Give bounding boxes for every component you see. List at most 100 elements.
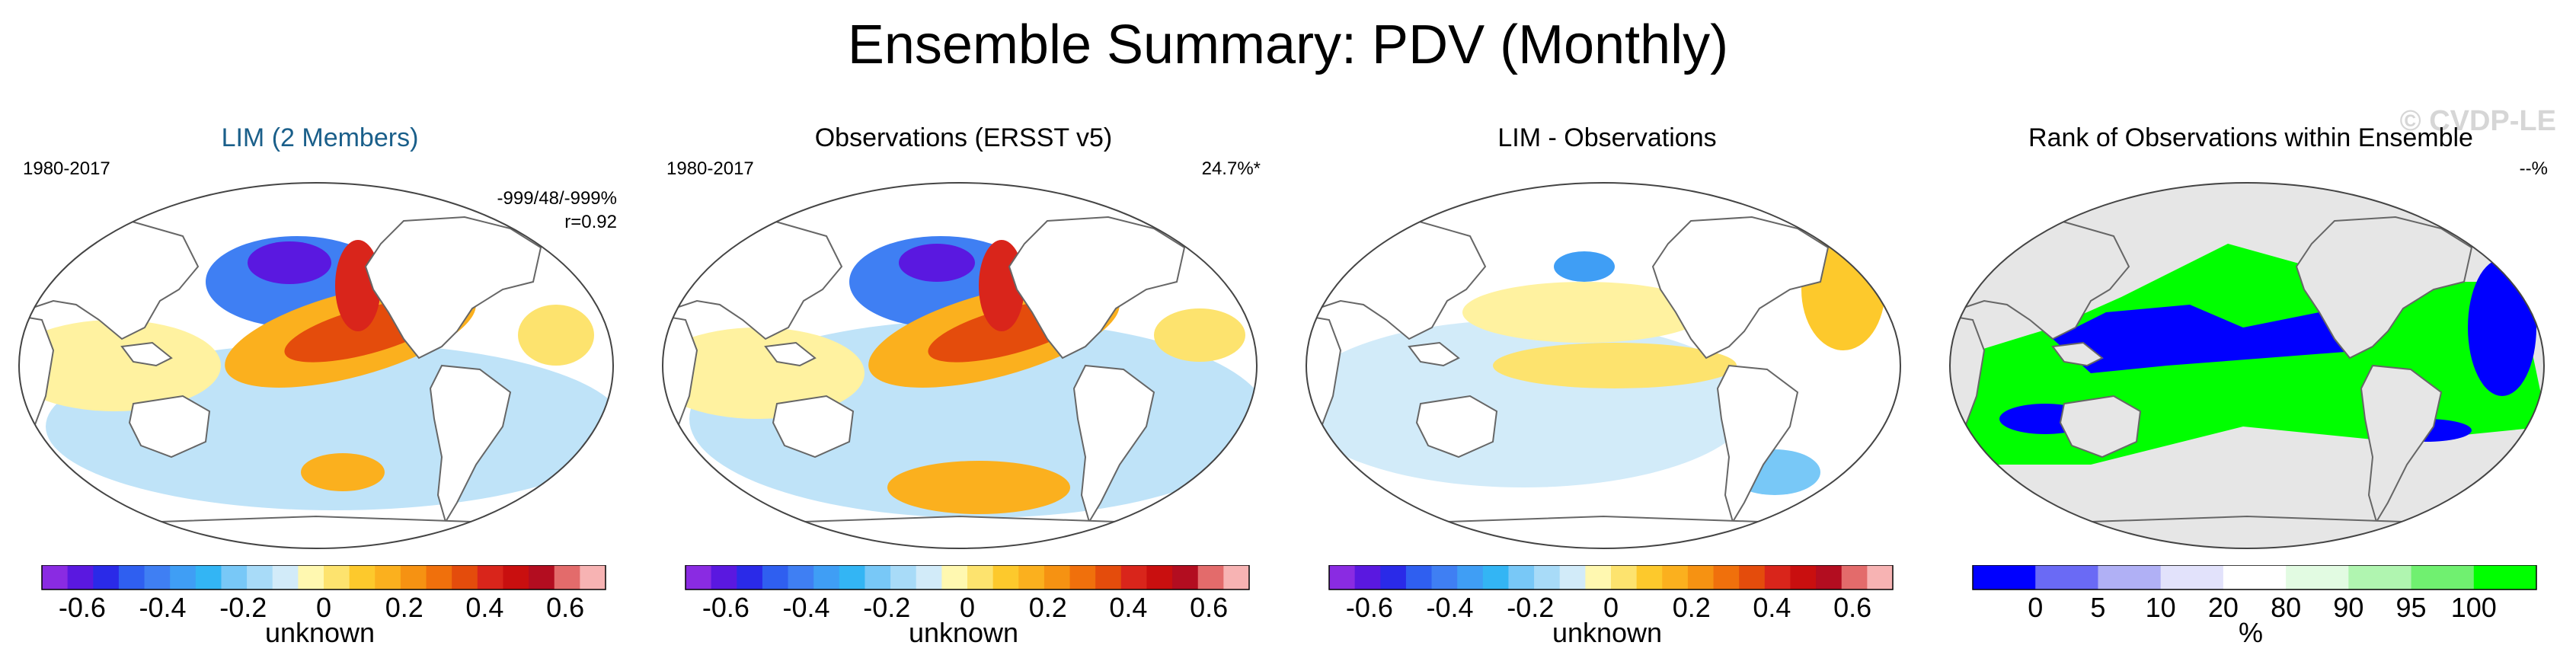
colorbar-cell [1559,565,1586,590]
colorbar-tick-label: -0.4 [139,592,187,618]
colorbar-cell [1764,565,1791,590]
period-label: 1980-2017 [666,158,754,179]
colorbar-cell [580,565,606,590]
anom-north-pacific-core [899,244,975,282]
colorbar-cell [1790,565,1817,590]
colorbar-tick-label: -0.6 [702,592,749,618]
colorbar-cell [992,565,1019,590]
colorbar-cell [1018,565,1045,590]
colorbar-cell [2035,565,2098,590]
rank-low-region [2053,282,2395,373]
colorbar-cell [1431,565,1458,590]
colorbar-cell [737,565,763,590]
colorbar-tick-label: -0.6 [59,592,106,618]
colorbar-frame [41,565,606,590]
colorbar-frame [1328,565,1894,590]
colorbar-cell [247,565,273,590]
colorbar-cell [1405,565,1433,590]
colorbar-cell [1354,565,1381,590]
colorbar-cell [2098,565,2162,590]
colorbar-cell [1197,565,1224,590]
colorbar-cell [1329,565,1356,590]
colorbar-ticks: -0.6 -0.4 -0.2 0 0.2 0.4 0.6 [1346,592,1871,618]
colorbar-title: % [2238,617,2263,648]
colorbar-ticks: -0.6 -0.4 -0.2 0 0.2 0.4 0.6 [59,592,584,618]
panel-title: Observations (ERSST v5) [814,123,1113,152]
colorbar-cell [452,565,478,590]
colorbar-tick-label: 0 [316,592,331,618]
colorbar-cells [1328,565,1894,590]
panel-lim: LIM (2 Members) 1980-2017 -999/48/-999% … [8,122,632,670]
colorbar-cell [400,565,427,590]
colorbar-title: unknown [1552,617,1663,648]
panel-difference: LIM - Observations -0.6 -0.4 -0.2 0 0.2 0.4 0.… [1295,122,1919,670]
colorbar-lim: -0.6 -0.4 -0.2 0 0.2 0.4 0.6 [41,565,606,618]
colorbar-cell [686,565,712,590]
colorbar-title: unknown [908,617,1019,648]
colorbar-cell [1069,565,1096,590]
colorbar-cell [144,565,171,590]
colorbar-cell [477,565,503,590]
colorbar-cell [1816,565,1843,590]
colorbar-cell [1482,565,1509,590]
colorbar-cell [93,565,120,590]
colorbar-tick-label: 0.6 [546,592,584,618]
colorbar-cell [967,565,994,590]
colorbar-cell [221,565,248,590]
stats-label: -999/48/-999% r=0.92 [497,187,617,234]
colorbar-tick-label: 95 [2396,592,2427,618]
colorbar-cell [1636,565,1663,590]
variance-label: 24.7%* [1201,158,1261,179]
colorbar-cell [324,565,350,590]
anom-south-pacific-warm [301,453,385,491]
colorbar-cell [916,565,942,590]
colorbar-cell [503,565,529,590]
colorbar-cell [426,565,452,590]
map-observations [662,182,1258,549]
anom-indian-ocean [663,328,865,419]
colorbar-cell [890,565,917,590]
colorbar-cell [529,565,555,590]
colorbar-cell [1585,565,1612,590]
map-border [1306,182,1901,549]
colorbar-tick-label: 80 [2271,592,2301,618]
colorbar-cell [2160,565,2224,590]
colorbar-cell [1457,565,1484,590]
colorbar-frame [685,565,1250,590]
colorbar-cell [1534,565,1561,590]
colorbar-tick-label: -0.2 [863,592,910,618]
panel-rank: Rank of Observations within Ensemble --%… [1938,122,2563,670]
colorbar-tick-label: 10 [2146,592,2176,618]
colorbar-tick-label: 0.2 [385,592,423,618]
colorbar-tick-label: 90 [2333,592,2363,618]
colorbar-cells [685,565,1250,590]
colorbar-cell [2348,565,2412,590]
colorbar-tick-label: 20 [2208,592,2239,618]
colorbar-tick-label: 0.6 [1833,592,1871,618]
map-lim [18,182,614,549]
colorbar-tick-label: 0.4 [1753,592,1791,618]
colorbar-cell [1687,565,1715,590]
anom-south-pacific-warm [887,461,1070,514]
map-border [1949,182,2545,549]
rank-low-atlantic [2468,259,2536,396]
colorbar-cell [1611,565,1638,590]
anom-indian-ocean [19,320,221,411]
colorbar-cell [1223,565,1250,590]
colorbar-cells [41,565,606,590]
colorbar-cell [941,565,968,590]
panel-title: LIM - Observations [1497,123,1717,152]
colorbar-cell [1508,565,1535,590]
anom-eq-warm [1493,343,1737,388]
colorbar-cell [711,565,737,590]
colorbar-cell [1867,565,1894,590]
colorbar-cells [1972,565,2537,590]
colorbar-tick-label: 0.4 [465,592,503,618]
panel-title: Rank of Observations within Ensemble [2028,123,2473,152]
colorbar-cell [1973,565,2036,590]
colorbar-cell [1841,565,1868,590]
colorbar-cell [865,565,891,590]
map-rank [1949,182,2545,549]
colorbar-cell [1095,565,1122,590]
watermark: © CVDP-LE [2399,105,2556,137]
